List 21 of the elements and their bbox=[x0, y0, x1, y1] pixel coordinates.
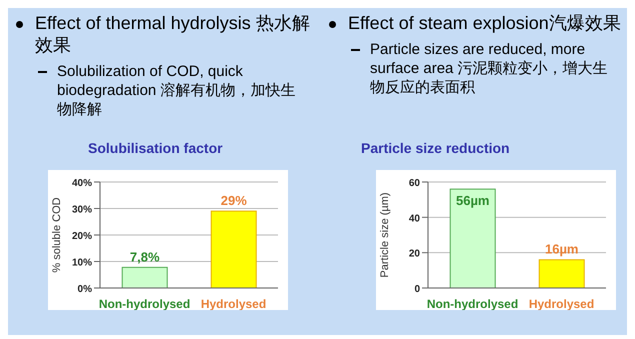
y-tick-label: 30% bbox=[72, 204, 92, 216]
data-label: 16µm bbox=[544, 242, 579, 257]
y-tick-label: 40 bbox=[408, 213, 420, 224]
y-tick-label: 10% bbox=[72, 258, 92, 268]
y-tick-label: 0 bbox=[414, 284, 420, 295]
y-tick-label: 60 bbox=[408, 178, 420, 189]
text: Particle sizes are reduced, more surface area 污泥颗粒变小，增大生物反应的表面积 bbox=[370, 40, 609, 97]
y-tick-label: 0% bbox=[78, 284, 92, 295]
chart-title: Particle size reduction bbox=[360, 140, 511, 158]
data-label: 56µm bbox=[456, 193, 490, 208]
y-axis-title: Particle size (µm) bbox=[378, 192, 391, 278]
chart-title: Solubilisation factor bbox=[87, 140, 224, 158]
text: Effect of thermal hydrolysis 热水解效果 bbox=[35, 12, 311, 56]
y-tick-label: 20% bbox=[72, 231, 92, 242]
text: Effect of steam explosion汽爆效果 bbox=[348, 12, 621, 34]
data-label: 29% bbox=[220, 193, 248, 208]
y-axis-title: % soluble COD bbox=[50, 197, 63, 273]
text: Solubilization of COD, quick biodegradation 溶解有机物，加快生物降解 bbox=[57, 62, 296, 119]
data-label: 7,8% bbox=[130, 249, 160, 264]
y-tick-label: 20 bbox=[408, 248, 420, 260]
y-tick-label: 40% bbox=[72, 178, 92, 189]
